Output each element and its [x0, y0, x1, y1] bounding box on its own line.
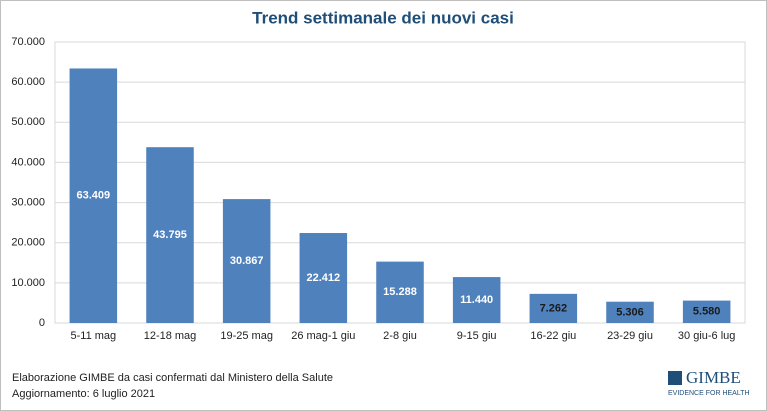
y-tick-label: 50.000 [11, 116, 45, 128]
bar [376, 261, 424, 323]
y-tick-label: 0 [39, 317, 45, 329]
bar [146, 147, 194, 323]
logo-tagline: EVIDENCE FOR HEALTH [668, 390, 750, 397]
y-tick-label: 70.000 [11, 36, 45, 48]
bar [222, 199, 271, 323]
x-tick-label: 19-25 mag [220, 330, 273, 342]
value-label: 22.412 [307, 272, 341, 284]
value-label: 11.440 [460, 294, 493, 306]
bar [299, 233, 348, 323]
value-label: 63.409 [77, 190, 111, 202]
y-tick-label: 30.000 [11, 196, 45, 208]
x-tick-label: 2-8 giu [383, 330, 417, 342]
value-label: 15.288 [383, 286, 417, 298]
x-tick-label: 26 mag-1 giu [291, 330, 355, 342]
chart-title: Trend settimanale dei nuovi casi [252, 8, 514, 27]
y-tick-label: 10.000 [11, 277, 45, 289]
x-tick-label: 30 giu-6 lug [678, 330, 736, 342]
x-tick-label: 9-15 giu [457, 330, 497, 342]
bar [606, 301, 654, 323]
x-tick-label: 23-29 giu [607, 330, 653, 342]
value-label: 43.795 [153, 229, 187, 241]
logo-icon [668, 371, 682, 385]
source-note: Elaborazione GIMBE da casi confermati da… [12, 372, 333, 384]
bar [452, 277, 501, 323]
y-tick-label: 60.000 [11, 76, 45, 88]
y-tick-label: 20.000 [11, 237, 45, 249]
x-tick-label: 16-22 giu [530, 330, 576, 342]
x-tick-label: 5-11 mag [71, 330, 117, 342]
bar [529, 293, 578, 323]
value-label: 5.306 [616, 306, 644, 318]
y-tick-label: 40.000 [11, 156, 45, 168]
value-label: 5.580 [693, 306, 721, 318]
update-note: Aggiornamento: 6 luglio 2021 [12, 388, 155, 400]
logo-name: GIMBE [686, 368, 741, 387]
bar [682, 300, 731, 323]
value-label: 30.867 [230, 255, 264, 267]
x-tick-label: 12-18 mag [144, 330, 197, 342]
bar [69, 68, 118, 323]
value-label: 7.262 [540, 302, 568, 314]
